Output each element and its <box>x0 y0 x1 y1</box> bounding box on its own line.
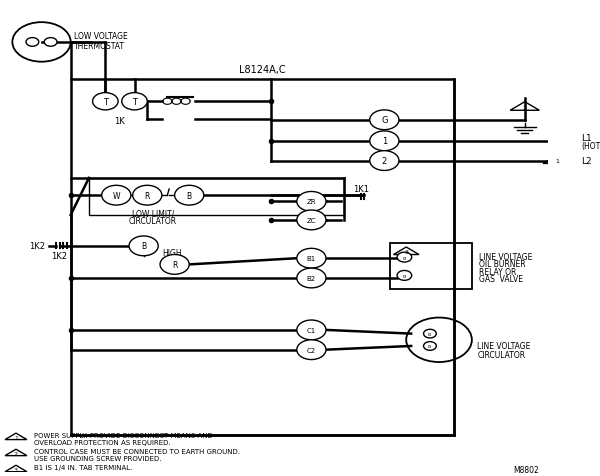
Circle shape <box>297 268 326 288</box>
Text: B1: B1 <box>307 256 316 262</box>
Circle shape <box>297 340 326 360</box>
Text: W: W <box>113 191 120 200</box>
Text: 2: 2 <box>382 157 387 166</box>
Text: R: R <box>172 260 178 269</box>
Text: 1K: 1K <box>115 117 125 126</box>
Bar <box>390 244 472 289</box>
Bar <box>71 80 454 435</box>
Text: (HOT): (HOT) <box>581 142 600 151</box>
Circle shape <box>101 186 131 206</box>
Text: G: G <box>381 116 388 125</box>
Text: USE GROUNDING SCREW PROVIDED.: USE GROUNDING SCREW PROVIDED. <box>34 456 162 461</box>
Text: 1: 1 <box>14 435 18 440</box>
Text: o: o <box>403 273 406 278</box>
Circle shape <box>122 93 147 110</box>
Text: OIL BURNER: OIL BURNER <box>479 260 526 269</box>
Text: LINE VOLTAGE: LINE VOLTAGE <box>478 342 531 351</box>
Bar <box>89 178 344 216</box>
Text: CONTROL CASE MUST BE CONNECTED TO EARTH GROUND.: CONTROL CASE MUST BE CONNECTED TO EARTH … <box>34 448 240 454</box>
Circle shape <box>297 249 326 268</box>
Circle shape <box>397 271 412 281</box>
Circle shape <box>297 210 326 230</box>
Text: B: B <box>187 191 192 200</box>
Text: POWER SUPPLY. PROVIDE DISCONNECT MEANS AND: POWER SUPPLY. PROVIDE DISCONNECT MEANS A… <box>34 432 213 438</box>
Text: C1: C1 <box>307 327 316 333</box>
Text: CIRCULATOR: CIRCULATOR <box>128 217 177 226</box>
Text: 1K1: 1K1 <box>353 184 370 193</box>
Circle shape <box>370 132 399 151</box>
Circle shape <box>370 110 399 130</box>
Text: L1: L1 <box>581 133 592 142</box>
Circle shape <box>26 39 39 47</box>
Circle shape <box>129 237 158 256</box>
Text: o: o <box>428 331 431 337</box>
Text: B1 IS 1/4 IN. TAB TERMINAL.: B1 IS 1/4 IN. TAB TERMINAL. <box>34 464 133 470</box>
Text: ZC: ZC <box>307 218 316 223</box>
Circle shape <box>133 186 162 206</box>
Text: HIGH: HIGH <box>162 248 181 258</box>
Text: OVERLOAD PROTECTION AS REQUIRED.: OVERLOAD PROTECTION AS REQUIRED. <box>34 439 171 446</box>
Text: CIRCULATOR: CIRCULATOR <box>478 350 526 359</box>
Text: LOW VOLTAGE: LOW VOLTAGE <box>74 32 128 41</box>
Text: o: o <box>403 255 406 260</box>
Text: R: R <box>145 191 150 200</box>
Text: 1K2: 1K2 <box>51 251 67 260</box>
Text: B: B <box>141 242 146 251</box>
Text: RELAY OR: RELAY OR <box>479 267 517 276</box>
Text: o: o <box>428 344 431 349</box>
Text: 1: 1 <box>382 137 387 146</box>
Text: 1K2: 1K2 <box>29 242 45 251</box>
Text: M8802: M8802 <box>514 465 539 474</box>
Circle shape <box>370 151 399 171</box>
Text: ZR: ZR <box>307 199 316 205</box>
Text: L8124A,C: L8124A,C <box>239 65 286 75</box>
Text: L2: L2 <box>581 157 592 166</box>
Text: LINE VOLTAGE: LINE VOLTAGE <box>479 252 533 261</box>
Circle shape <box>297 192 326 212</box>
Circle shape <box>175 186 204 206</box>
Circle shape <box>424 342 436 350</box>
Text: 3: 3 <box>404 249 408 255</box>
Text: GAS  VALVE: GAS VALVE <box>479 275 523 284</box>
Text: LIMIT: LIMIT <box>162 256 182 265</box>
Circle shape <box>397 253 412 262</box>
Circle shape <box>92 93 118 110</box>
Text: 2: 2 <box>523 105 527 110</box>
Text: 2: 2 <box>14 451 18 456</box>
Circle shape <box>44 39 57 47</box>
Text: LOW LIMIT/: LOW LIMIT/ <box>131 209 174 218</box>
Text: B2: B2 <box>307 276 316 281</box>
Text: 3: 3 <box>14 467 18 472</box>
Circle shape <box>297 320 326 340</box>
Circle shape <box>160 255 189 275</box>
Text: 1: 1 <box>556 159 560 163</box>
Text: T: T <box>103 98 108 107</box>
Text: T: T <box>132 98 137 107</box>
Text: THERMOSTAT: THERMOSTAT <box>74 42 125 51</box>
Text: C2: C2 <box>307 347 316 353</box>
Circle shape <box>424 329 436 338</box>
